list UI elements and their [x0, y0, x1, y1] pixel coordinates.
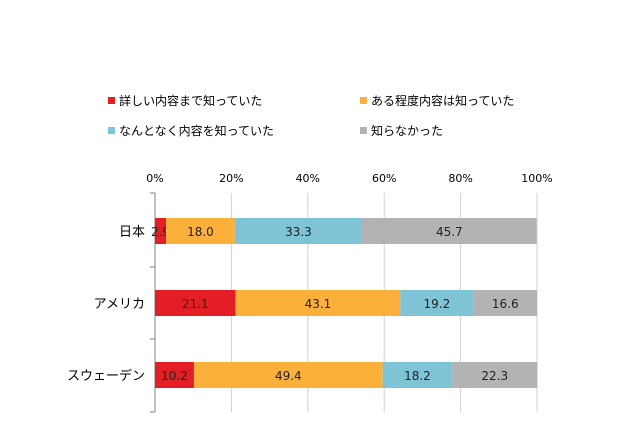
bar-segment	[155, 290, 236, 316]
legend-item-somewhat: ある程度内容は知っていた	[360, 92, 514, 109]
bar-segment	[155, 218, 167, 244]
bar-segment	[234, 218, 363, 244]
legend-label: 詳しい内容まで知っていた	[119, 94, 263, 108]
x-tick-label: 60%	[372, 172, 396, 185]
bar-segment	[193, 362, 383, 388]
legend-label: 知らなかった	[371, 124, 444, 138]
bar-segment	[166, 218, 235, 244]
x-tick-label: 0%	[146, 172, 163, 185]
bar-segment	[235, 290, 401, 316]
data-label: 18.2	[404, 369, 431, 383]
data-label: 10.2	[161, 369, 188, 383]
data-label: 18.0	[187, 225, 214, 239]
legend-label: なんとなく内容を知っていた	[119, 124, 275, 138]
data-label: 43.1	[305, 297, 332, 311]
legend-swatch	[360, 97, 367, 104]
data-label: 33.3	[285, 225, 312, 239]
x-tick-label: 20%	[219, 172, 243, 185]
legend-swatch	[360, 127, 367, 134]
bar-segment	[452, 362, 538, 388]
data-label: 16.6	[492, 297, 519, 311]
legend-label: ある程度内容は知っていた	[371, 94, 515, 108]
x-tick-label: 80%	[448, 172, 472, 185]
bar-segment	[400, 290, 474, 316]
bar-segment	[362, 218, 537, 244]
legend-item-unaware: 知らなかった	[360, 122, 443, 139]
legend-swatch	[108, 97, 115, 104]
legend-item-detailed: 詳しい内容まで知っていた	[108, 92, 262, 109]
category-label: アメリカ	[94, 297, 145, 312]
category-label: 日本	[119, 225, 145, 240]
data-label: 45.7	[436, 225, 463, 239]
data-label: 19.2	[424, 297, 451, 311]
bar-segment	[473, 290, 537, 316]
bar-segment	[155, 362, 194, 388]
data-label: 49.4	[275, 369, 302, 383]
legend-swatch	[108, 127, 115, 134]
data-label: 22.3	[481, 369, 508, 383]
bar-segment	[382, 362, 453, 388]
legend-item-vaguely: なんとなく内容を知っていた	[108, 122, 274, 139]
data-label: 2.9	[151, 225, 170, 239]
data-label: 21.1	[182, 297, 209, 311]
x-tick-label: 100%	[521, 172, 552, 185]
category-label: スウェーデン	[67, 368, 145, 384]
x-tick-label: 40%	[296, 172, 320, 185]
